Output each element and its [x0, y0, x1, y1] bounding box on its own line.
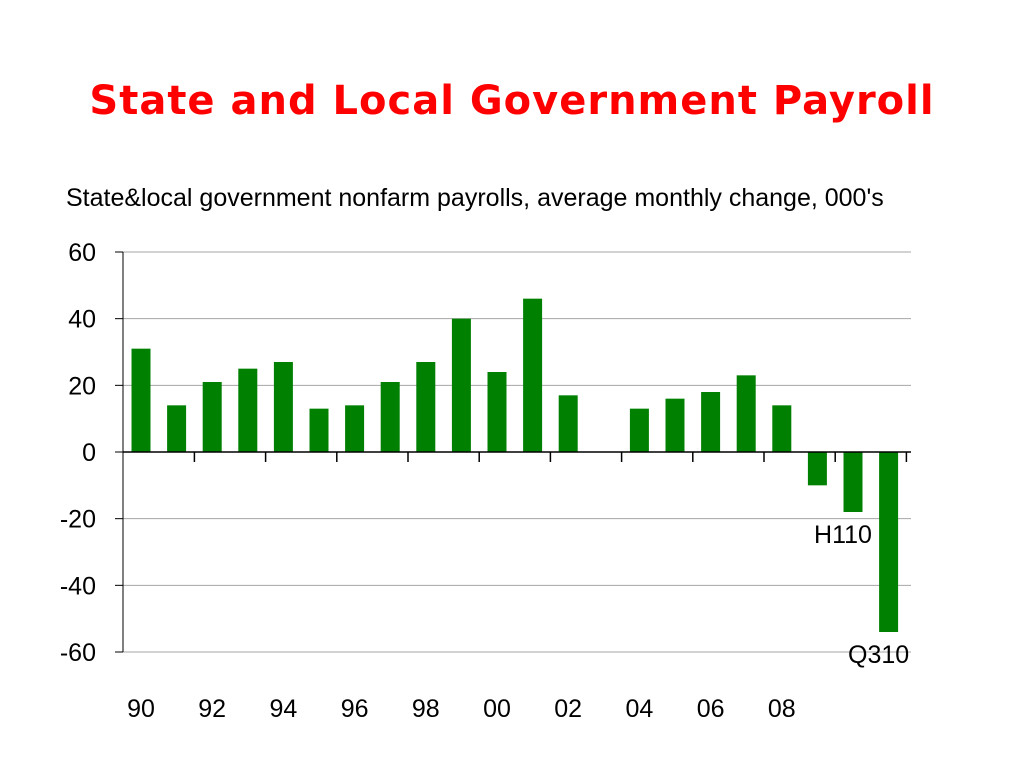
bar	[309, 408, 329, 452]
x-tick-label: 92	[198, 695, 226, 723]
bar	[273, 362, 293, 452]
x-tick-label: 94	[269, 695, 297, 723]
bar	[772, 405, 792, 452]
bar	[131, 348, 151, 452]
y-tick-label: 0	[82, 439, 96, 467]
x-tick-label: 98	[412, 695, 440, 723]
data-annotation: H110	[814, 521, 872, 549]
x-tick-label: 04	[625, 695, 653, 723]
x-tick-label: 90	[127, 695, 155, 723]
bar	[416, 362, 436, 452]
chart-subtitle: State&local government nonfarm payrolls,…	[66, 184, 884, 212]
bar	[451, 318, 471, 452]
bar	[879, 452, 899, 632]
bar	[843, 452, 863, 512]
x-tick-label: 08	[768, 695, 796, 723]
y-tick-label: -60	[60, 639, 96, 667]
y-tick-label: 20	[68, 372, 96, 400]
slide-title: State and Local Government Payroll	[89, 78, 935, 124]
bar	[238, 368, 258, 452]
bar	[736, 375, 756, 452]
x-tick-label: 96	[341, 695, 369, 723]
bar	[202, 382, 222, 452]
bar	[167, 405, 187, 452]
y-tick-label: 40	[68, 306, 96, 334]
bar	[523, 298, 543, 452]
bar	[807, 452, 827, 486]
x-tick-label: 06	[697, 695, 725, 723]
bar	[487, 372, 507, 452]
x-tick-label: 00	[483, 695, 511, 723]
bar	[558, 395, 578, 452]
y-tick-label: 60	[68, 239, 96, 267]
bar	[380, 382, 400, 452]
bar	[665, 398, 685, 452]
bar	[701, 392, 721, 452]
x-tick-label: 02	[554, 695, 582, 723]
data-annotation: Q310	[848, 641, 909, 669]
bar	[629, 408, 649, 452]
y-tick-label: -20	[60, 506, 96, 534]
y-tick-label: -40	[60, 572, 96, 600]
bar	[345, 405, 365, 452]
